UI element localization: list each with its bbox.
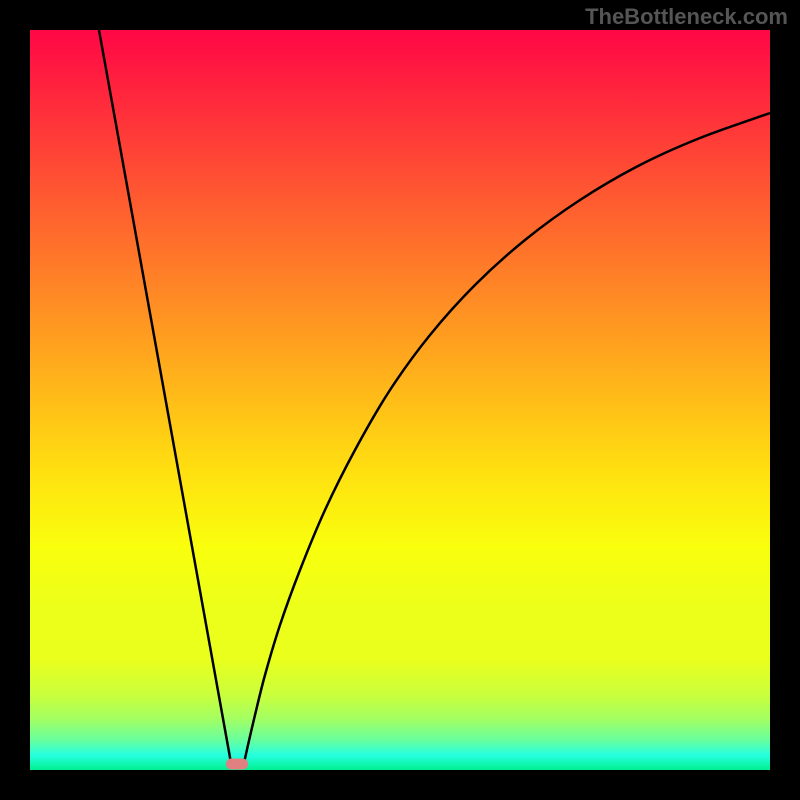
- gradient-background: [30, 30, 770, 770]
- plot-area: [30, 30, 770, 770]
- chart-container: TheBottleneck.com: [0, 0, 800, 800]
- optimum-marker: [226, 759, 248, 770]
- watermark-text: TheBottleneck.com: [585, 4, 788, 30]
